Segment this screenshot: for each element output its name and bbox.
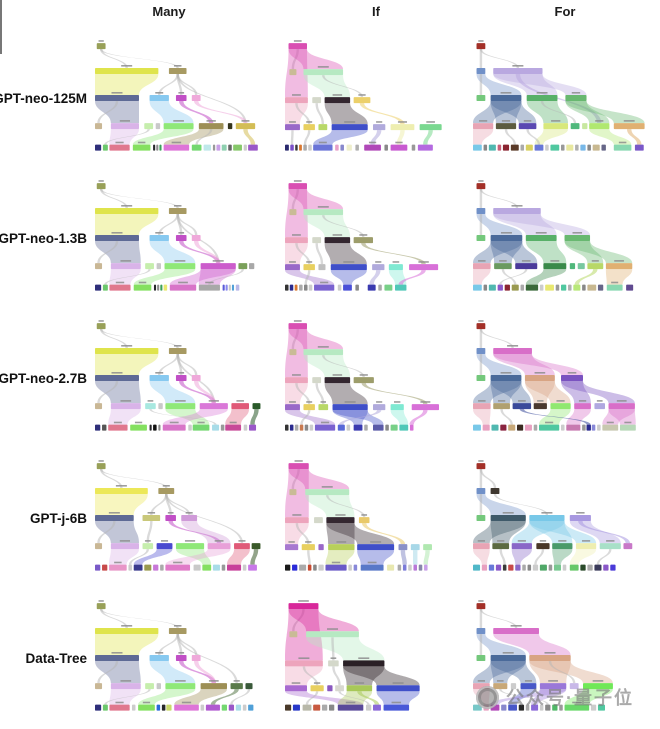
sankey-data-tree-many xyxy=(95,600,254,711)
cell-gpt-j-6b-many xyxy=(92,448,282,588)
watermark-logo-icon xyxy=(476,685,499,709)
sankey-gpt-neo-125m-many xyxy=(95,40,258,151)
cell-gpt-neo-1-3b-for xyxy=(470,168,660,308)
cell-gpt-neo-1-3b-many xyxy=(92,168,282,308)
sankey-gpt-j-6b-many xyxy=(95,460,261,571)
sankey-gpt-neo-125m-if xyxy=(285,40,442,151)
row-label-gpt-neo-1-3b: GPT-neo-1.3B xyxy=(0,230,87,246)
row-label-data-tree: Data-Tree xyxy=(25,650,87,666)
sankey-gpt-j-6b-if xyxy=(285,460,432,571)
cell-gpt-j-6b-for xyxy=(470,448,660,588)
cell-gpt-neo-2-7b-for xyxy=(470,308,660,448)
cell-gpt-neo-2-7b-if xyxy=(282,308,470,448)
sankey-gpt-neo-2-7b-for xyxy=(473,320,636,431)
column-header-if: If xyxy=(372,4,380,19)
cell-gpt-neo-125m-many xyxy=(92,28,282,168)
sankey-gpt-neo-2-7b-if xyxy=(285,320,439,431)
sankey-gpt-neo-125m-for xyxy=(473,40,645,151)
scan-edge-artifact xyxy=(0,0,2,54)
column-header-many: Many xyxy=(152,4,186,19)
cell-gpt-neo-125m-for xyxy=(470,28,660,168)
row-label-gpt-neo-125m: GPT-neo-125M xyxy=(0,90,87,106)
watermark-text: 公众号·量子位 xyxy=(506,688,634,708)
sankey-gpt-neo-2-7b-many xyxy=(95,320,261,431)
cell-gpt-j-6b-if xyxy=(282,448,470,588)
sankey-data-tree-if xyxy=(285,600,420,711)
row-label-gpt-neo-2-7b: GPT-neo-2.7B xyxy=(0,370,87,386)
cell-data-tree-many xyxy=(92,588,282,728)
cell-gpt-neo-1-3b-if xyxy=(282,168,470,308)
sankey-gpt-neo-1-3b-many xyxy=(95,180,255,291)
row-label-gpt-j-6b: GPT-j-6B xyxy=(29,510,87,526)
column-header-for: For xyxy=(554,4,576,19)
sankey-gpt-neo-1-3b-if xyxy=(285,180,439,291)
sankey-gpt-j-6b-for xyxy=(473,460,633,571)
watermark: 公众号·量子位 xyxy=(476,684,634,710)
sankey-gpt-neo-1-3b-for xyxy=(473,180,634,291)
cell-gpt-neo-125m-if xyxy=(282,28,470,168)
cell-data-tree-if xyxy=(282,588,470,728)
cell-gpt-neo-2-7b-many xyxy=(92,308,282,448)
